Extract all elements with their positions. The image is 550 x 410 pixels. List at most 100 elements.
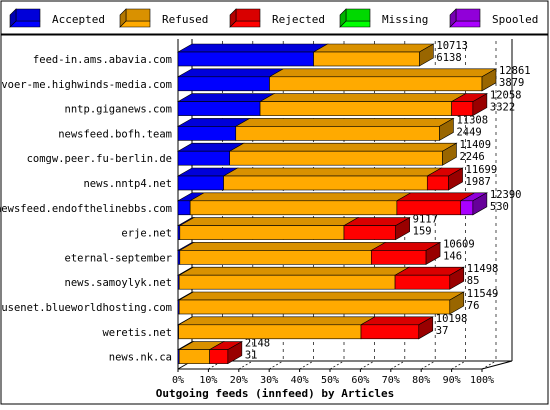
category-labels: feed-in.ams.abavia.com voer-me.highwinds-…: [0, 54, 172, 364]
category-label: newsfeed.bofh.team: [58, 128, 172, 140]
bar-top-face: [178, 242, 387, 251]
x-tick-label: 50%: [321, 375, 339, 386]
value-label-bottom: 31: [245, 350, 258, 362]
bar-front-face: [223, 175, 428, 191]
bar-front-face: [259, 101, 452, 116]
floor-gridline: [390, 360, 405, 370]
bar-end-face: [442, 142, 457, 166]
x-tick-label: 90%: [443, 375, 461, 386]
legend-swatch-top: [455, 8, 481, 22]
value-label-top: 12861: [499, 65, 531, 77]
legend-item-accepted: Accepted: [9, 8, 105, 28]
category-label: newsfeed.endofthelinebbs.com: [0, 203, 172, 215]
bar-segment-accepted: [176, 93, 276, 116]
bar-top-face: [177, 316, 377, 326]
bar-front-face: [179, 225, 345, 240]
bar-segment-rejected: [393, 266, 465, 290]
category-label: usenet.blueworldhosting.com: [1, 302, 172, 314]
bar-front-face: [179, 250, 372, 265]
floor-gridline: [360, 360, 375, 370]
value-label-top: 10198: [436, 313, 468, 325]
x-tick-label: 30%: [260, 375, 278, 386]
bar-top-face: [268, 68, 498, 78]
bar-segment-accepted: [176, 118, 251, 141]
bar-segment-refused: [312, 43, 435, 67]
value-label-bottom: 1987: [466, 176, 491, 188]
value-label-top: 9117: [413, 214, 438, 226]
x-tick-label: 80%: [412, 375, 430, 386]
legend-item-rejected: Rejected: [229, 8, 325, 28]
bar-front-face: [360, 324, 420, 340]
bar-front-face: [178, 299, 451, 315]
legend-label: Spooled: [492, 13, 538, 26]
bar-top-face: [178, 217, 360, 226]
floor-gridline: [451, 360, 466, 370]
bar-segment-refused: [178, 291, 465, 315]
bar-row: [176, 142, 458, 166]
value-label-bottom: 76: [467, 300, 480, 312]
value-label-bottom: 2246: [459, 151, 484, 163]
bar-front-face: [426, 175, 449, 191]
x-tick-label: 70%: [382, 375, 400, 386]
bar-front-face: [269, 76, 483, 92]
bar-front-face: [177, 76, 270, 92]
bar-segment-rejected: [395, 192, 476, 216]
bar-top-face: [234, 118, 455, 127]
bar-end-face: [449, 266, 465, 290]
bar-front-face: [177, 200, 191, 216]
legend-swatch-top: [235, 8, 261, 22]
category-label: voer-me.highwinds-media.com: [1, 79, 172, 91]
bar-end-face: [472, 192, 488, 216]
legend-label: Refused: [162, 13, 208, 26]
floor-gridline: [269, 360, 284, 370]
bar-segment-accepted: [176, 68, 285, 92]
value-label-top: 11699: [466, 164, 498, 176]
bar-row: [176, 266, 465, 290]
bar-segment-refused: [222, 167, 443, 191]
bar-top-face: [258, 93, 467, 102]
bar-row: [176, 241, 442, 265]
value-label-bottom: 146: [443, 250, 462, 262]
bar-front-face: [177, 126, 237, 141]
bar-segment-refused: [228, 142, 458, 166]
legend-swatch-side: [9, 8, 17, 28]
bar-segment-refused: [189, 192, 413, 216]
bar-top-face: [312, 43, 435, 53]
x-tick-label: 100%: [470, 375, 494, 386]
bar-row: [176, 192, 489, 216]
category-label: news.nk.ca: [109, 352, 172, 364]
value-label-top: 11409: [459, 139, 491, 151]
x-tick-label: 20%: [230, 375, 248, 386]
bar-front-face: [177, 175, 224, 191]
bar-segment-refused: [178, 341, 225, 364]
legend-swatch-top: [345, 8, 371, 22]
bar-segment-refused: [177, 316, 377, 340]
x-tick-label: 0%: [172, 375, 184, 386]
value-label-top: 12058: [490, 90, 522, 102]
value-label-top: 2148: [245, 338, 270, 350]
bar-row: [176, 43, 435, 67]
floor-gridline: [238, 360, 253, 370]
value-label-top: 11308: [456, 114, 488, 126]
floor-gridline: [299, 360, 314, 370]
category-label: feed-in.ams.abavia.com: [33, 54, 172, 66]
bar-segment-rejected: [359, 316, 434, 340]
bar-top-face: [222, 167, 443, 177]
bar-segment-refused: [178, 242, 387, 265]
bar-top-face: [189, 192, 413, 202]
legend-label: Accepted: [52, 13, 105, 26]
bar-row: [176, 316, 434, 340]
bar-top-face: [176, 68, 285, 78]
value-label-bottom: 3322: [490, 102, 515, 114]
bar-end-face: [481, 68, 497, 92]
bar-segment-refused: [234, 118, 455, 141]
bar-front-face: [394, 274, 451, 290]
value-label-top: 11498: [467, 263, 499, 275]
legend-swatch-side: [449, 8, 457, 28]
legend-swatch-top: [125, 8, 151, 22]
category-label: news.nntp4.net: [83, 178, 172, 190]
bar-end-face: [425, 241, 441, 265]
bar-end-face: [227, 341, 243, 365]
bar-front-face: [229, 150, 443, 166]
bar-front-face: [178, 274, 396, 290]
